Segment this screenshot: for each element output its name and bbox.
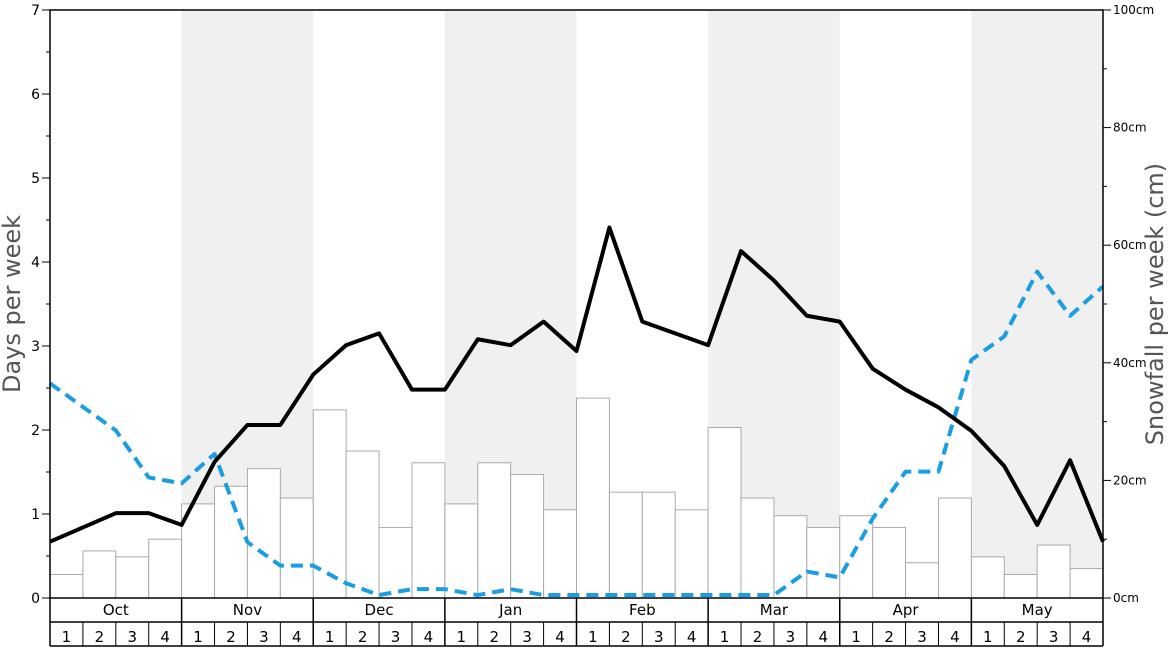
week-label: 2	[753, 628, 763, 646]
month-label: Jan	[498, 601, 522, 619]
week-label: 3	[786, 628, 796, 646]
week-label: 4	[687, 628, 697, 646]
snowfall-bars	[49, 397, 1104, 599]
week-label: 1	[588, 628, 598, 646]
y2-tick-label: 100cm	[1113, 3, 1154, 17]
data-lines	[48, 225, 1105, 598]
snowfall-bar	[246, 468, 281, 599]
snowfall-bar	[444, 503, 479, 599]
y-axis-label: Days per week	[0, 215, 26, 393]
week-label: 1	[457, 628, 467, 646]
y-tick-label: 5	[31, 171, 40, 187]
week-label: 2	[226, 628, 236, 646]
y-tick-label: 3	[31, 339, 40, 355]
snowfall-bar	[543, 509, 577, 599]
snowfall-bar	[905, 562, 939, 599]
week-label: 4	[292, 628, 302, 646]
week-label: 1	[720, 628, 730, 646]
snowfall-bar	[378, 526, 413, 599]
week-label: 4	[160, 628, 170, 646]
snowfall-bar	[641, 491, 676, 599]
week-label: 4	[555, 628, 565, 646]
month-label: Oct	[103, 601, 129, 619]
snowfall-bar	[49, 573, 84, 599]
month-label: Apr	[893, 601, 920, 619]
snowfall-bar	[806, 526, 841, 599]
left-axis: 0 1 2 3 4 5 6 7	[31, 3, 50, 607]
snowfall-bar	[937, 497, 972, 599]
snowfall-bar	[82, 550, 117, 599]
week-label: 4	[1082, 628, 1092, 646]
snowfall-bar	[477, 462, 512, 599]
week-label: 3	[654, 628, 664, 646]
month-label: Nov	[233, 601, 262, 619]
y-tick-label: 7	[31, 3, 40, 19]
snowfall-bar	[674, 509, 709, 599]
week-label: 2	[489, 628, 499, 646]
week-label: 4	[950, 628, 960, 646]
week-label: 1	[325, 628, 335, 646]
week-label: 3	[522, 628, 532, 646]
week-label: 1	[851, 628, 861, 646]
snowfall-bar	[345, 450, 380, 599]
snowfall-bar	[279, 497, 314, 599]
snowfall-bar	[148, 538, 183, 599]
snowfall-line	[48, 269, 1105, 598]
week-label: 3	[391, 628, 401, 646]
y-tick-label: 2	[31, 423, 40, 439]
snowfall-bar	[1069, 568, 1104, 599]
snowfall-bar	[1036, 544, 1071, 599]
shade-may	[971, 10, 1103, 598]
month-label: Mar	[760, 601, 789, 619]
y2-tick-label: 60cm	[1113, 238, 1147, 252]
week-label: 2	[358, 628, 368, 646]
snowfall-bar	[773, 515, 808, 599]
y2-tick-label: 40cm	[1113, 356, 1147, 370]
snowfall-bar	[1003, 573, 1038, 599]
week-label: 4	[424, 628, 434, 646]
y2-tick-label: 20cm	[1113, 473, 1147, 487]
y-tick-label: 6	[31, 87, 40, 103]
snowfall-bar	[872, 526, 907, 599]
month-week-axis: Oct 1 2 3 4 Nov 1 2 3 4 Dec 1 2 3 4 Jan 1 2 3 4 Feb 1 2 3 4 Mar 1 2…	[49, 598, 1104, 647]
y-tick-label: 0	[31, 591, 40, 607]
month-label: Dec	[365, 601, 394, 619]
week-label: 1	[193, 628, 203, 646]
week-label: 1	[983, 628, 993, 646]
y2-axis-label: Snowfall per week (cm)	[1141, 163, 1168, 445]
y2-tick-label: 80cm	[1113, 121, 1147, 135]
snowfall-bar	[181, 503, 216, 599]
snowfall-bar	[839, 515, 874, 599]
week-label: 3	[917, 628, 927, 646]
right-axis: 0cm 20cm 40cm 60cm 80cm 100cm	[1103, 3, 1154, 605]
snowfall-bar	[115, 556, 150, 599]
snowfall-bar	[576, 397, 610, 599]
week-label: 4	[819, 628, 829, 646]
snowfall-bar	[970, 556, 1005, 599]
y-tick-label: 1	[31, 507, 40, 523]
snowfall-bar	[740, 497, 775, 599]
y2-tick-label: 0cm	[1113, 591, 1139, 605]
week-label: 3	[259, 628, 269, 646]
week-label: 3	[127, 628, 137, 646]
week-label: 1	[62, 628, 72, 646]
snow-days-line	[49, 225, 1105, 544]
week-label: 3	[1049, 628, 1059, 646]
month-shading	[181, 10, 1103, 598]
month-label: Feb	[629, 601, 656, 619]
y-tick-label: 4	[31, 255, 40, 271]
week-label: 2	[621, 628, 631, 646]
month-label: May	[1022, 601, 1053, 619]
snowfall-bar	[707, 426, 742, 599]
week-label: 2	[884, 628, 894, 646]
snowfall-bar	[411, 462, 446, 599]
week-label: 2	[95, 628, 105, 646]
week-label: 2	[1016, 628, 1026, 646]
snowfall-bar	[510, 474, 545, 599]
snowfall-bar	[608, 491, 643, 599]
